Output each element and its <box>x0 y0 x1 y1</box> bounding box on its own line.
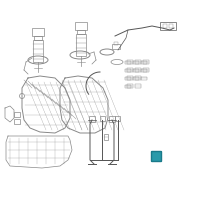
Bar <box>127 60 133 64</box>
Bar <box>133 76 139 79</box>
Bar <box>112 44 120 49</box>
Bar <box>109 116 115 122</box>
Bar <box>75 22 87 30</box>
Bar <box>141 76 147 79</box>
Bar <box>34 36 42 40</box>
Bar <box>127 84 133 88</box>
Bar <box>33 40 43 62</box>
Bar <box>141 60 147 64</box>
Bar <box>143 60 149 64</box>
Bar <box>135 68 141 72</box>
Bar <box>76 34 86 56</box>
Bar <box>141 68 147 72</box>
Bar <box>14 112 20 117</box>
Bar <box>14 119 20 124</box>
Bar <box>125 60 131 64</box>
Bar <box>143 68 149 72</box>
Bar <box>127 68 133 72</box>
Bar <box>125 84 131 88</box>
Bar <box>160 22 176 30</box>
Bar <box>125 76 131 79</box>
Bar <box>77 30 85 34</box>
Bar <box>89 116 95 122</box>
Bar <box>135 84 141 88</box>
Bar <box>115 116 120 121</box>
Bar <box>127 76 133 80</box>
Bar <box>100 116 105 121</box>
Bar <box>133 68 139 72</box>
Bar <box>32 28 44 36</box>
Bar <box>163 24 167 28</box>
Bar <box>135 60 141 64</box>
Bar <box>125 68 131 72</box>
Bar <box>114 42 118 45</box>
FancyBboxPatch shape <box>152 152 162 162</box>
Bar <box>135 76 141 80</box>
Bar <box>133 60 139 64</box>
Bar <box>169 24 173 28</box>
Bar <box>104 134 108 140</box>
